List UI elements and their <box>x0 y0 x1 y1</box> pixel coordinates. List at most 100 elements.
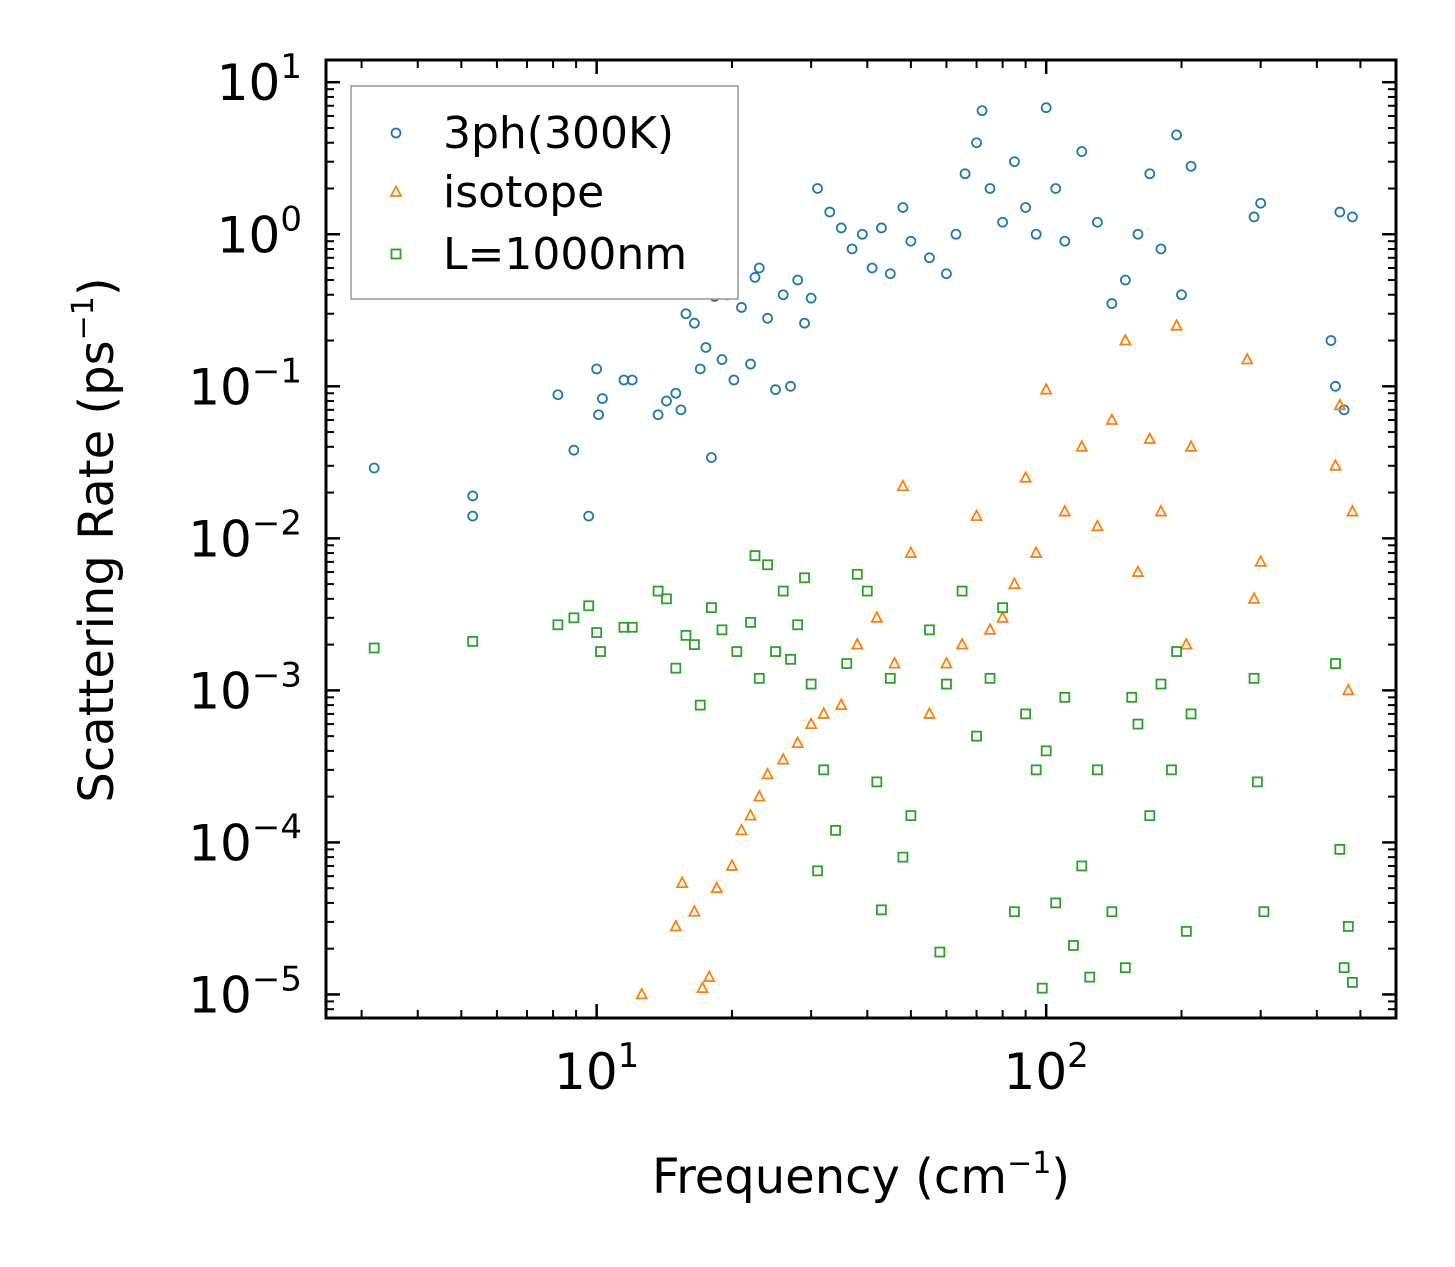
data-point-1-8 <box>735 822 748 836</box>
data-point-1-9 <box>744 808 758 821</box>
data-point-2-39 <box>924 624 935 636</box>
data-point-1-4 <box>696 980 710 994</box>
data-point-0-14 <box>675 404 687 416</box>
data-point-2-1 <box>467 635 479 647</box>
data-point-0-42 <box>884 268 896 280</box>
data-point-2-42 <box>956 585 968 597</box>
data-point-1-48 <box>1341 682 1355 696</box>
data-point-0-58 <box>1059 235 1071 247</box>
data-point-0-1 <box>467 490 479 502</box>
data-point-0-12 <box>661 395 672 407</box>
legend-label-1: isotope <box>443 167 604 218</box>
legend-marker-2 <box>390 248 402 260</box>
y-tick-label-1: 100 <box>217 199 302 264</box>
data-point-1-11 <box>761 766 775 780</box>
data-point-1-36 <box>1118 333 1132 346</box>
data-point-2-54 <box>1076 860 1088 872</box>
data-point-0-73 <box>1334 206 1346 218</box>
data-point-2-40 <box>934 946 946 958</box>
data-point-1-25 <box>970 508 984 522</box>
data-point-2-52 <box>1059 691 1071 703</box>
data-point-0-72 <box>1330 380 1341 392</box>
data-point-2-72 <box>1338 962 1350 974</box>
data-point-0-67 <box>1176 289 1187 301</box>
data-point-1-40 <box>1170 318 1184 331</box>
data-point-1-13 <box>791 735 805 748</box>
data-point-1-29 <box>1019 470 1033 483</box>
data-point-2-26 <box>799 572 810 584</box>
data-point-2-61 <box>1144 810 1156 822</box>
data-point-2-15 <box>706 602 717 614</box>
data-point-0-57 <box>1050 183 1062 194</box>
data-point-2-25 <box>792 619 804 631</box>
data-point-2-66 <box>1185 708 1197 720</box>
data-point-2-43 <box>971 730 982 742</box>
data-point-2-62 <box>1155 678 1167 690</box>
data-point-0-10 <box>626 374 638 386</box>
data-point-2-8 <box>626 621 638 633</box>
data-point-0-19 <box>706 452 717 463</box>
data-point-0-33 <box>799 317 810 329</box>
data-point-2-48 <box>1030 764 1042 776</box>
data-point-1-43 <box>1240 352 1254 365</box>
data-point-2-36 <box>884 672 896 684</box>
data-point-0-6 <box>591 363 603 375</box>
y-tick-label-0: 101 <box>217 47 302 112</box>
data-point-0-13 <box>670 387 682 399</box>
tick-label-layer: 101 102 101 100 10−1 10−2 10−3 10−4 10−5 <box>188 47 1089 1101</box>
data-point-2-34 <box>871 776 883 788</box>
data-point-1-17 <box>850 637 864 650</box>
data-point-1-20 <box>896 478 910 492</box>
data-point-2-30 <box>830 824 841 836</box>
legend-marker-1 <box>389 184 403 197</box>
data-point-2-19 <box>749 550 761 561</box>
data-point-1-15 <box>817 706 831 719</box>
data-point-0-27 <box>753 262 765 274</box>
data-point-2-67 <box>1248 672 1260 684</box>
data-point-1-30 <box>1029 545 1043 558</box>
data-point-1-39 <box>1154 504 1168 517</box>
data-point-2-46 <box>1009 906 1020 918</box>
data-point-2-33 <box>861 585 873 597</box>
data-point-0-26 <box>749 272 761 283</box>
data-point-2-70 <box>1330 658 1341 669</box>
data-point-1-10 <box>752 789 766 802</box>
data-point-1-21 <box>904 545 918 558</box>
data-point-0-41 <box>876 222 887 234</box>
data-point-0-43 <box>897 202 909 213</box>
data-point-2-9 <box>652 585 664 597</box>
data-point-2-18 <box>745 616 756 628</box>
data-point-1-46 <box>1328 458 1342 471</box>
data-point-1-6 <box>710 880 724 894</box>
data-point-2-51 <box>1050 897 1062 909</box>
data-layer <box>368 102 1359 1000</box>
data-point-0-23 <box>728 374 740 386</box>
legend-label-0: 3ph(300K) <box>443 108 674 159</box>
data-point-2-22 <box>770 646 781 657</box>
data-point-2-63 <box>1166 764 1177 776</box>
data-point-0-0 <box>368 462 380 474</box>
data-point-2-17 <box>731 646 743 657</box>
data-point-0-52 <box>997 216 1009 228</box>
data-point-2-28 <box>812 865 823 877</box>
data-point-2-53 <box>1068 940 1079 951</box>
legend-label-2: L=1000nm <box>443 229 687 280</box>
data-point-0-46 <box>941 268 952 280</box>
data-point-0-59 <box>1076 146 1088 157</box>
data-point-0-71 <box>1325 335 1337 346</box>
data-point-0-70 <box>1255 197 1267 209</box>
data-point-2-64 <box>1171 646 1182 657</box>
data-point-0-55 <box>1030 228 1042 240</box>
data-point-0-39 <box>856 228 868 240</box>
data-point-0-62 <box>1119 274 1131 286</box>
data-point-0-5 <box>583 510 595 522</box>
data-point-0-44 <box>905 235 917 247</box>
y-tick-label-2: 10−1 <box>188 351 302 416</box>
data-point-2-68 <box>1251 776 1263 788</box>
data-point-0-45 <box>924 252 935 264</box>
data-point-1-35 <box>1105 412 1119 425</box>
y-tick-label-3: 10−2 <box>188 503 302 568</box>
data-point-1-45 <box>1254 554 1268 567</box>
data-point-0-17 <box>694 363 706 375</box>
data-point-0-11 <box>652 409 664 421</box>
